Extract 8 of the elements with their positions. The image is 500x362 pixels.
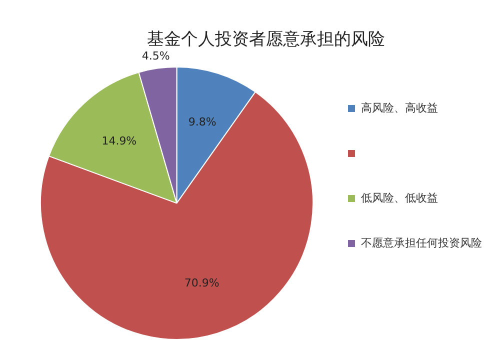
data-label: 14.9% xyxy=(102,134,137,148)
data-label: 9.8% xyxy=(188,116,216,129)
data-label: 4.5% xyxy=(142,49,170,62)
legend-label: 不愿意承担任何投资风险 xyxy=(361,236,482,250)
legend-label: 低风险、低收益 xyxy=(361,191,438,204)
chart-title: 基金个人投资者愿意承担的风险 xyxy=(147,30,385,50)
legend-label: 高风险、高收益 xyxy=(361,101,438,114)
data-label: 70.9% xyxy=(184,276,220,290)
